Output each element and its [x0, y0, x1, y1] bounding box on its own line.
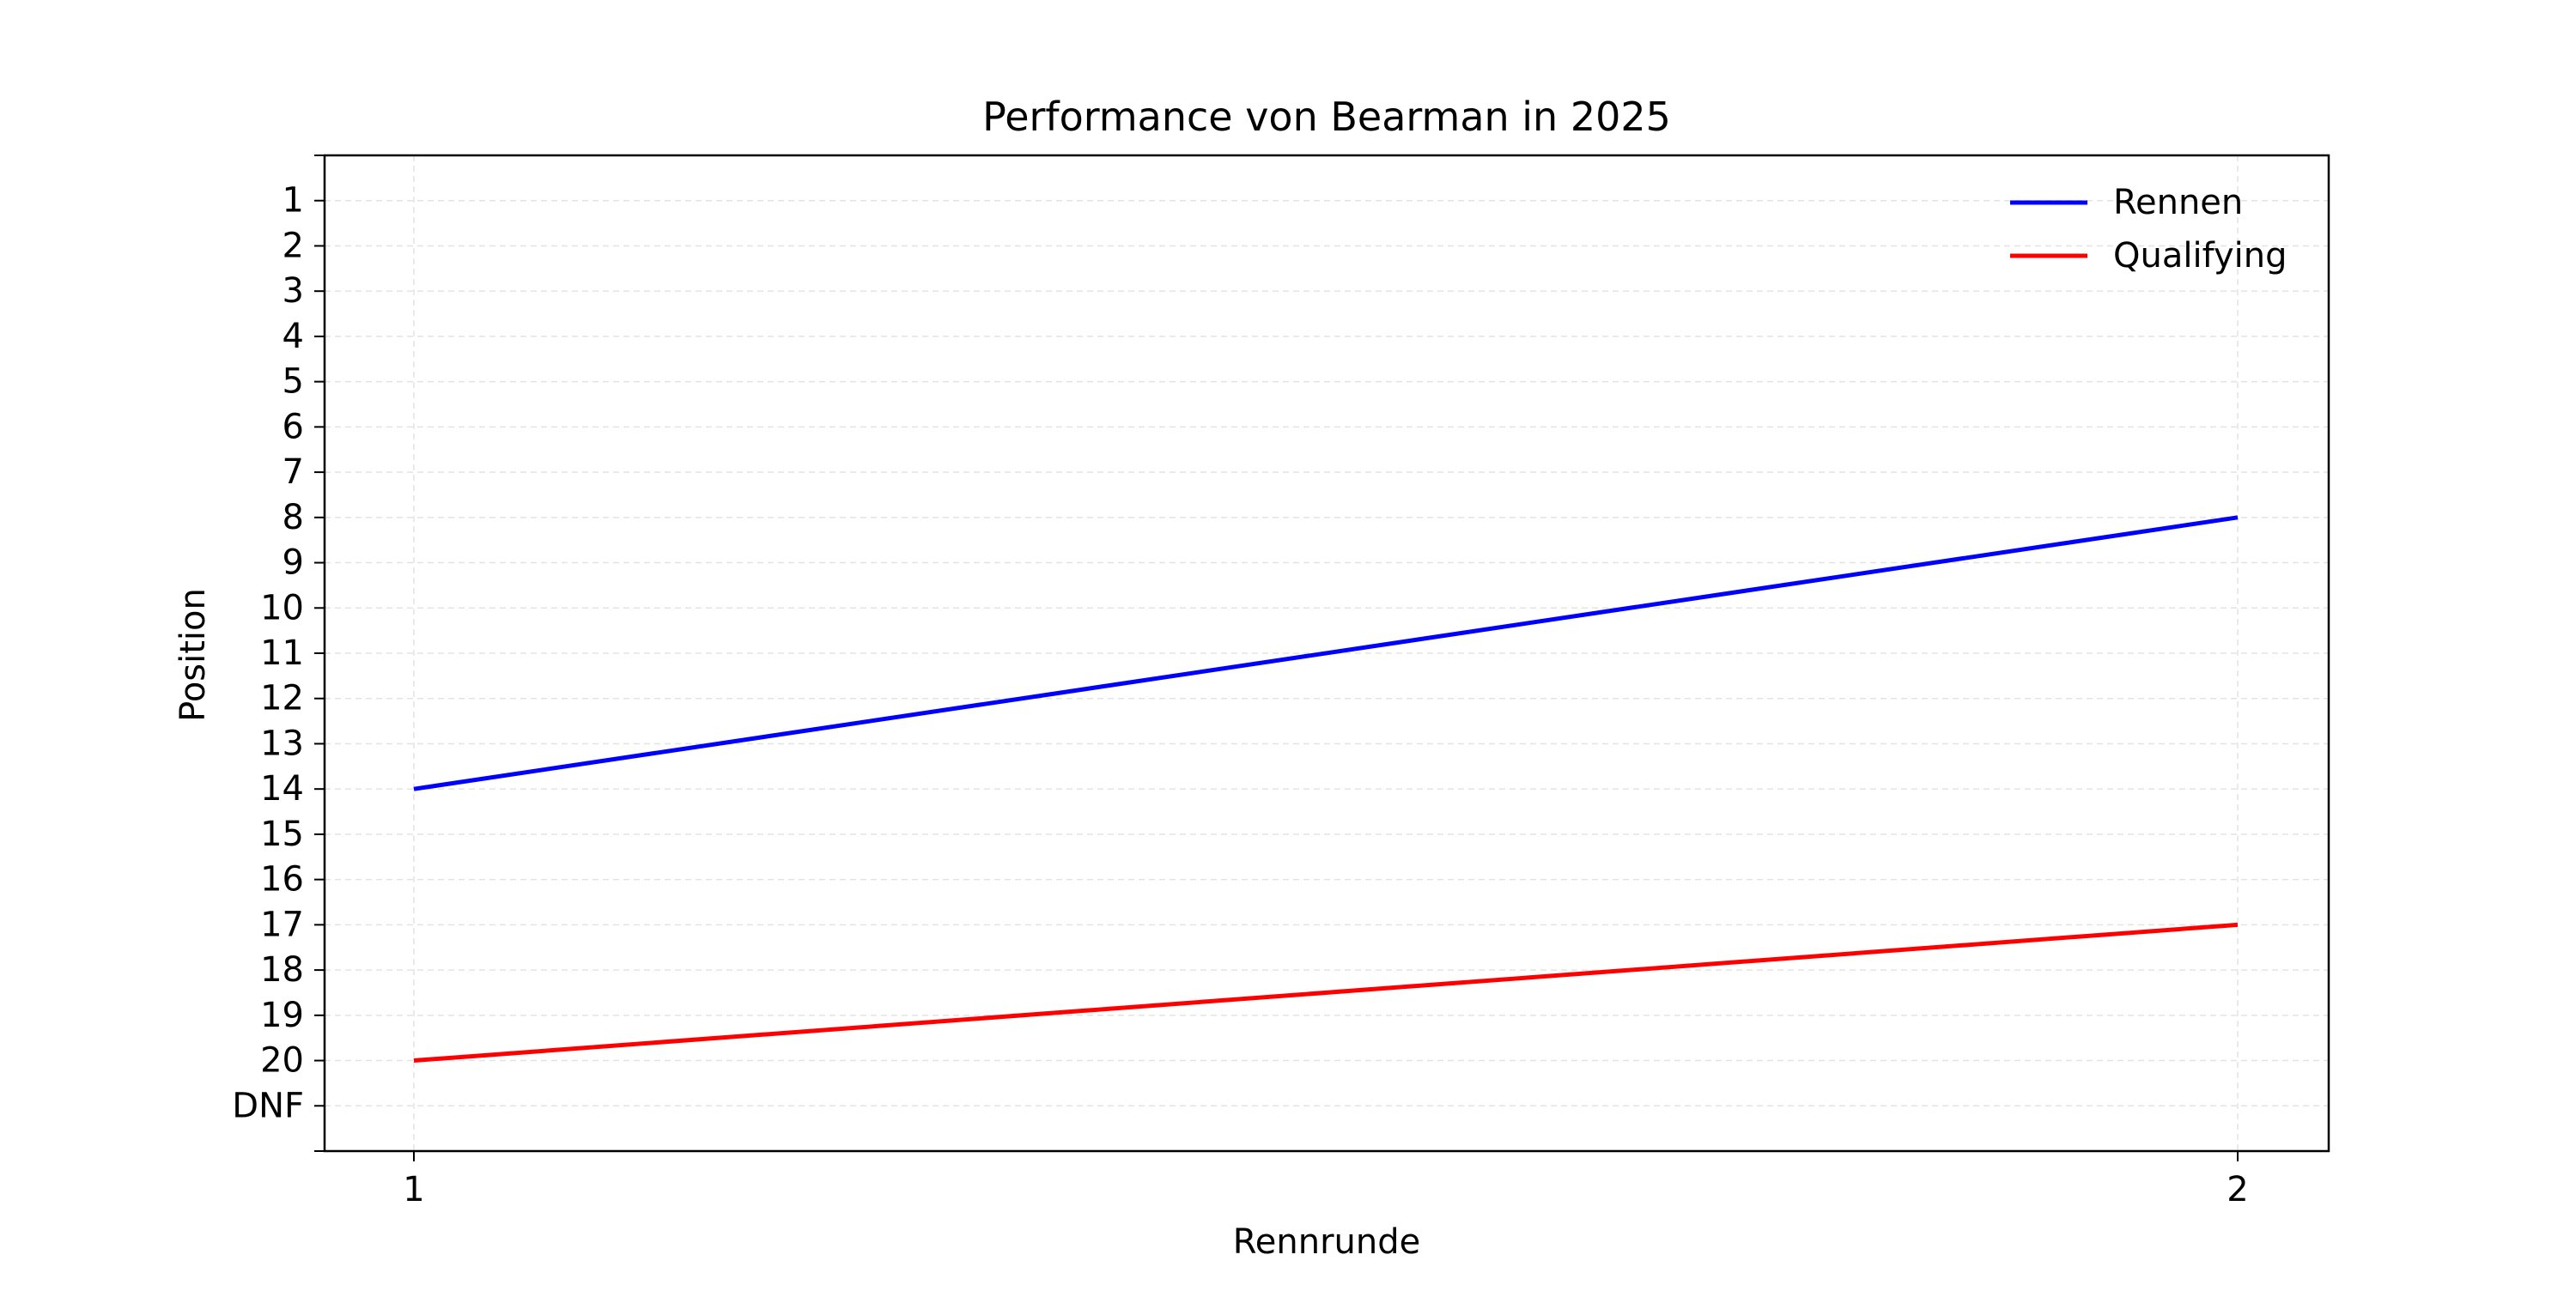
y-tick-label: 19: [260, 996, 304, 1035]
legend-label: Rennen: [2113, 183, 2243, 222]
y-tick-label: 8: [283, 498, 304, 537]
y-tick-label: 14: [260, 769, 304, 809]
y-tick-label: 9: [283, 543, 304, 583]
y-tick-label: 1: [283, 181, 304, 221]
y-tick-label: 20: [260, 1041, 304, 1081]
y-tick-label: 11: [260, 633, 304, 673]
y-tick-label: 13: [260, 724, 304, 763]
y-tick-label: 7: [283, 452, 304, 492]
y-tick-label: 16: [260, 860, 304, 900]
x-tick-label: 1: [403, 1170, 424, 1209]
y-tick-label: 5: [283, 362, 304, 402]
series-line-qualifying: [413, 922, 2239, 1064]
legend: Rennen Qualifying: [2010, 183, 2287, 276]
y-tick-label: 15: [260, 815, 304, 854]
y-tick-label: 6: [283, 407, 304, 446]
series-line-rennen: [413, 515, 2239, 791]
y-tick-label: 2: [283, 226, 304, 265]
y-tick-label: 4: [283, 317, 304, 356]
y-tick-label: DNF: [232, 1086, 304, 1125]
y-tick-label: 18: [260, 950, 304, 990]
x-axis-label: Rennrunde: [1233, 1222, 1420, 1262]
y-axis-label: Position: [173, 588, 213, 722]
y-tick-label: 3: [283, 271, 304, 311]
chart-title: Performance von Bearman in 2025: [982, 94, 1671, 140]
x-tick-label: 2: [2227, 1170, 2248, 1209]
y-tick-label: 12: [260, 679, 304, 718]
y-tick-label: 17: [260, 905, 304, 944]
legend-label: Qualifying: [2113, 236, 2287, 276]
series-lines: [413, 515, 2239, 1064]
y-tick-label: 10: [260, 588, 304, 627]
